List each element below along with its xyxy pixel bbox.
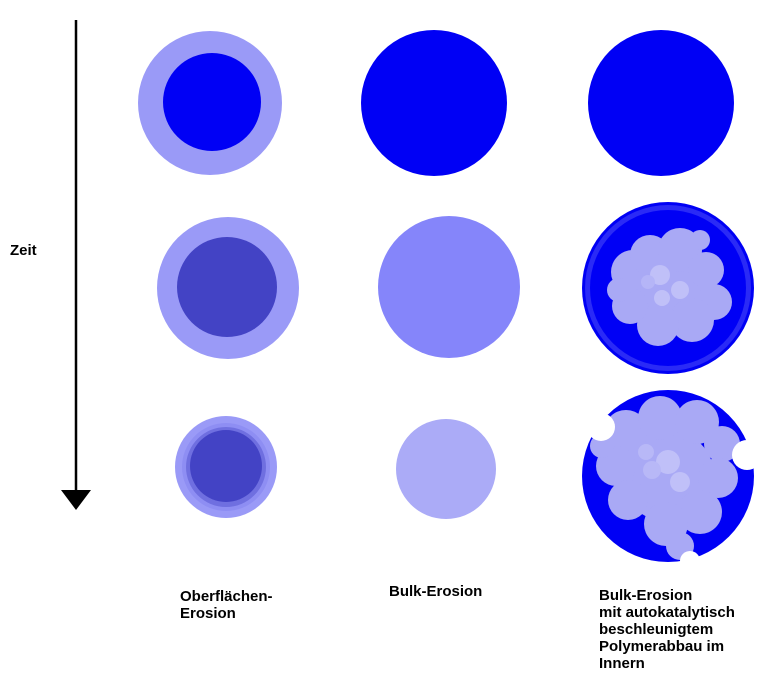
label-line: mit autokatalytisch: [599, 604, 735, 621]
label-line: Polymerabbau im: [599, 638, 725, 655]
label-line: Erosion: [180, 605, 236, 622]
edge-bite: [587, 413, 615, 441]
pore-cluster: [607, 228, 732, 346]
time-axis-label: Zeit: [10, 242, 37, 259]
pore-cluster-large: [590, 396, 740, 560]
label-line: beschleunigtem: [599, 621, 714, 638]
label-line: Innern: [599, 655, 645, 672]
label-line: Bulk-Erosion: [599, 587, 693, 604]
column-label-surface-erosion: Oberflächen- Erosion: [180, 588, 273, 622]
autocatalytic-erosion-t2: [582, 202, 754, 374]
autocatalytic-erosion-t1: [588, 30, 734, 176]
column-label-autocatalytic-erosion: Bulk-Erosion mit autokatalytisch beschle…: [599, 587, 735, 672]
bulk-erosion-t2: [378, 216, 520, 358]
label-line: Bulk-Erosion: [389, 583, 483, 600]
surface-erosion-t3: [175, 416, 277, 518]
surface-erosion-t2: [157, 217, 299, 359]
bulk-erosion-t1: [361, 30, 507, 176]
edge-bite: [680, 551, 700, 571]
label-line: Oberflächen-: [180, 588, 273, 605]
bulk-erosion-t3: [396, 419, 496, 519]
edge-bite: [732, 440, 762, 470]
time-arrowhead: [61, 490, 91, 510]
column-label-bulk-erosion: Bulk-Erosion: [389, 583, 482, 600]
surface-erosion-t1: [138, 31, 282, 175]
autocatalytic-erosion-t3: [582, 390, 762, 571]
